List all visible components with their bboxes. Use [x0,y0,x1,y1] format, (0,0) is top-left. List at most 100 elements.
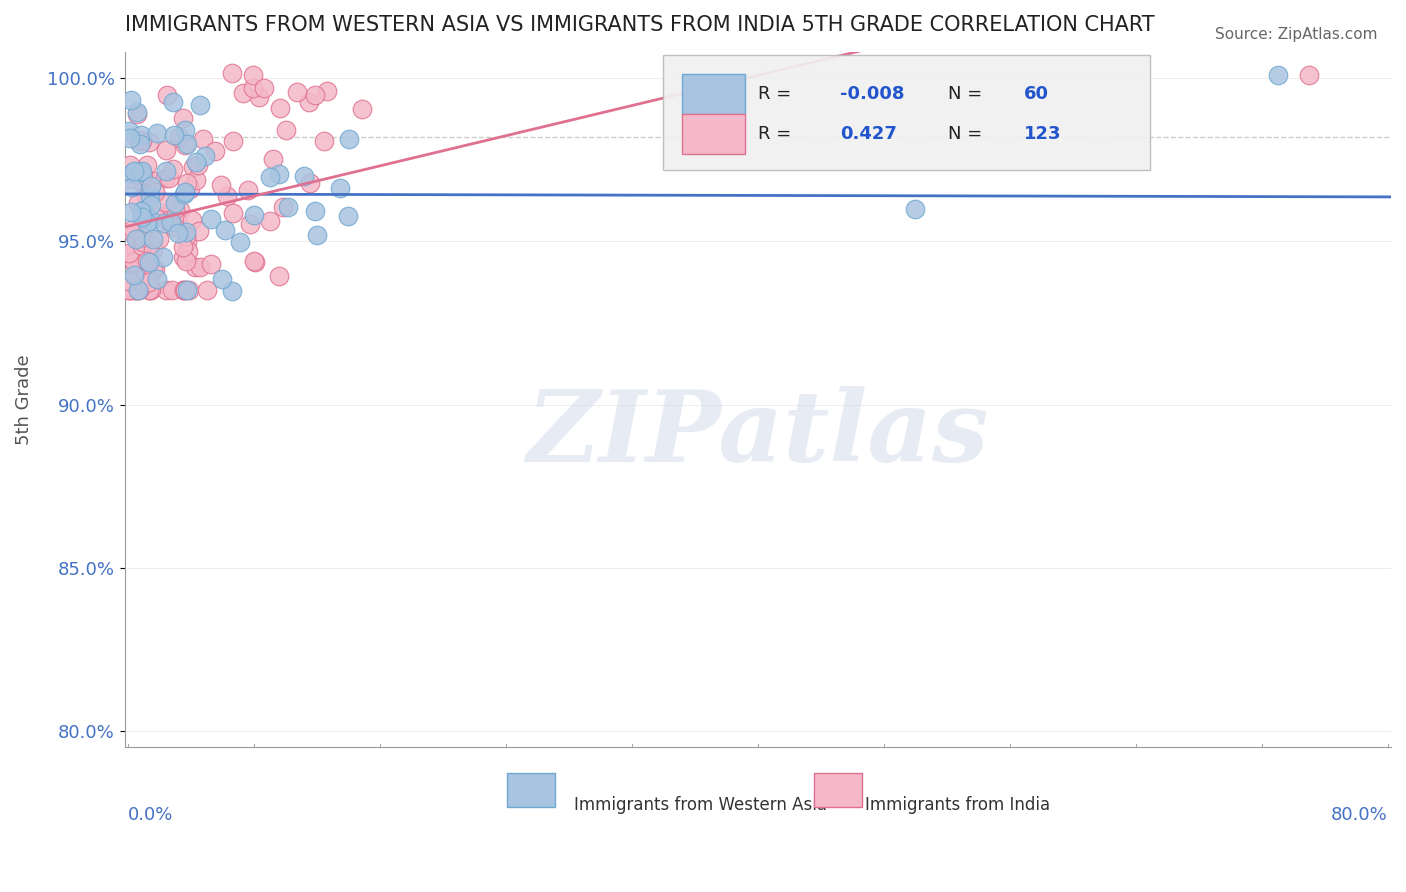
Immigrants from Western Asia [337,131,360,145]
Immigrants from India [173,283,195,297]
Immigrants from India [134,260,156,275]
FancyBboxPatch shape [682,74,745,114]
Immigrants from India [174,283,197,297]
Immigrants from Western Asia [1267,68,1289,82]
Immigrants from India [159,205,181,219]
Immigrants from India [132,178,155,193]
Immigrants from Western Asia [336,210,359,224]
Immigrants from India [242,69,264,83]
Immigrants from India [186,173,208,187]
Immigrants from India [232,87,254,101]
Immigrants from Western Asia [214,223,236,237]
Immigrants from India [172,251,194,265]
Text: IMMIGRANTS FROM WESTERN ASIA VS IMMIGRANTS FROM INDIA 5TH GRADE CORRELATION CHAR: IMMIGRANTS FROM WESTERN ASIA VS IMMIGRAN… [125,15,1154,35]
Immigrants from India [135,186,157,201]
Immigrants from India [188,260,211,274]
Immigrants from India [271,200,294,214]
Text: 0.0%: 0.0% [128,806,173,824]
Immigrants from India [138,275,160,289]
Immigrants from India [136,158,159,172]
Immigrants from India [143,262,166,277]
Immigrants from India [143,209,166,223]
Immigrants from India [131,235,153,249]
Immigrants from Western Asia [125,232,148,246]
Immigrants from India [243,254,266,268]
Immigrants from India [132,232,155,246]
Immigrants from India [221,66,243,80]
Immigrants from India [181,160,204,174]
Immigrants from India [269,101,291,115]
Immigrants from India [125,168,148,182]
Immigrants from Western Asia [139,198,162,212]
Text: ZIPatlas: ZIPatlas [527,386,988,483]
Immigrants from Western Asia [329,181,352,195]
Immigrants from India [176,235,198,249]
Immigrants from India [118,283,141,297]
Immigrants from Western Asia [176,283,198,297]
Immigrants from Western Asia [259,170,281,185]
Immigrants from India [252,81,274,95]
Text: R =: R = [758,125,797,143]
Immigrants from India [153,171,176,186]
Immigrants from India [174,229,197,244]
Immigrants from Western Asia [139,213,162,227]
FancyBboxPatch shape [662,55,1150,170]
Immigrants from India [132,242,155,256]
Immigrants from India [236,182,259,196]
Immigrants from India [139,263,162,277]
Immigrants from Western Asia [186,155,208,169]
Immigrants from Western Asia [129,204,152,219]
Immigrants from Western Asia [121,179,143,194]
Immigrants from India [242,81,264,95]
Immigrants from Western Asia [128,136,150,151]
Immigrants from India [177,244,200,258]
Text: R =: R = [758,86,797,103]
Immigrants from India [125,283,148,297]
Text: 0.427: 0.427 [841,125,897,143]
Immigrants from Western Asia [135,216,157,230]
Immigrants from India [181,212,204,227]
Immigrants from India [131,134,153,148]
Immigrants from Western Asia [146,272,169,286]
Immigrants from India [120,158,142,172]
Immigrants from India [118,274,141,288]
Immigrants from India [143,185,166,199]
Immigrants from Western Asia [138,255,160,269]
Immigrants from India [193,132,215,146]
Immigrants from India [142,243,165,257]
Immigrants from Western Asia [118,124,141,138]
Immigrants from India [172,283,194,297]
Immigrants from India [132,232,155,246]
Immigrants from Western Asia [145,126,167,140]
Immigrants from India [128,283,150,297]
Text: 80.0%: 80.0% [1331,806,1388,824]
Text: Immigrants from Western Asia: Immigrants from Western Asia [574,797,827,814]
Immigrants from India [222,206,245,220]
Immigrants from Western Asia [141,179,163,194]
Immigrants from Western Asia [129,165,152,179]
Immigrants from India [132,229,155,244]
Immigrants from Western Asia [127,105,149,120]
Immigrants from Western Asia [176,137,198,152]
Immigrants from India [138,283,160,297]
Text: -0.008: -0.008 [841,86,904,103]
Immigrants from India [155,283,177,297]
Immigrants from Western Asia [132,203,155,218]
Text: N =: N = [948,86,988,103]
Immigrants from India [142,262,165,277]
Immigrants from India [134,269,156,284]
Immigrants from India [1298,68,1320,82]
Immigrants from India [122,255,145,269]
Immigrants from India [155,213,177,227]
Immigrants from Western Asia [294,169,316,183]
Immigrants from Western Asia [120,93,142,107]
Immigrants from India [162,162,184,177]
Immigrants from India [148,232,170,246]
Immigrants from India [269,268,291,283]
Immigrants from India [167,130,190,145]
Immigrants from Western Asia [221,284,243,298]
Immigrants from Western Asia [194,149,217,163]
Immigrants from Western Asia [122,164,145,178]
FancyBboxPatch shape [508,773,555,806]
Immigrants from Western Asia [307,228,329,243]
